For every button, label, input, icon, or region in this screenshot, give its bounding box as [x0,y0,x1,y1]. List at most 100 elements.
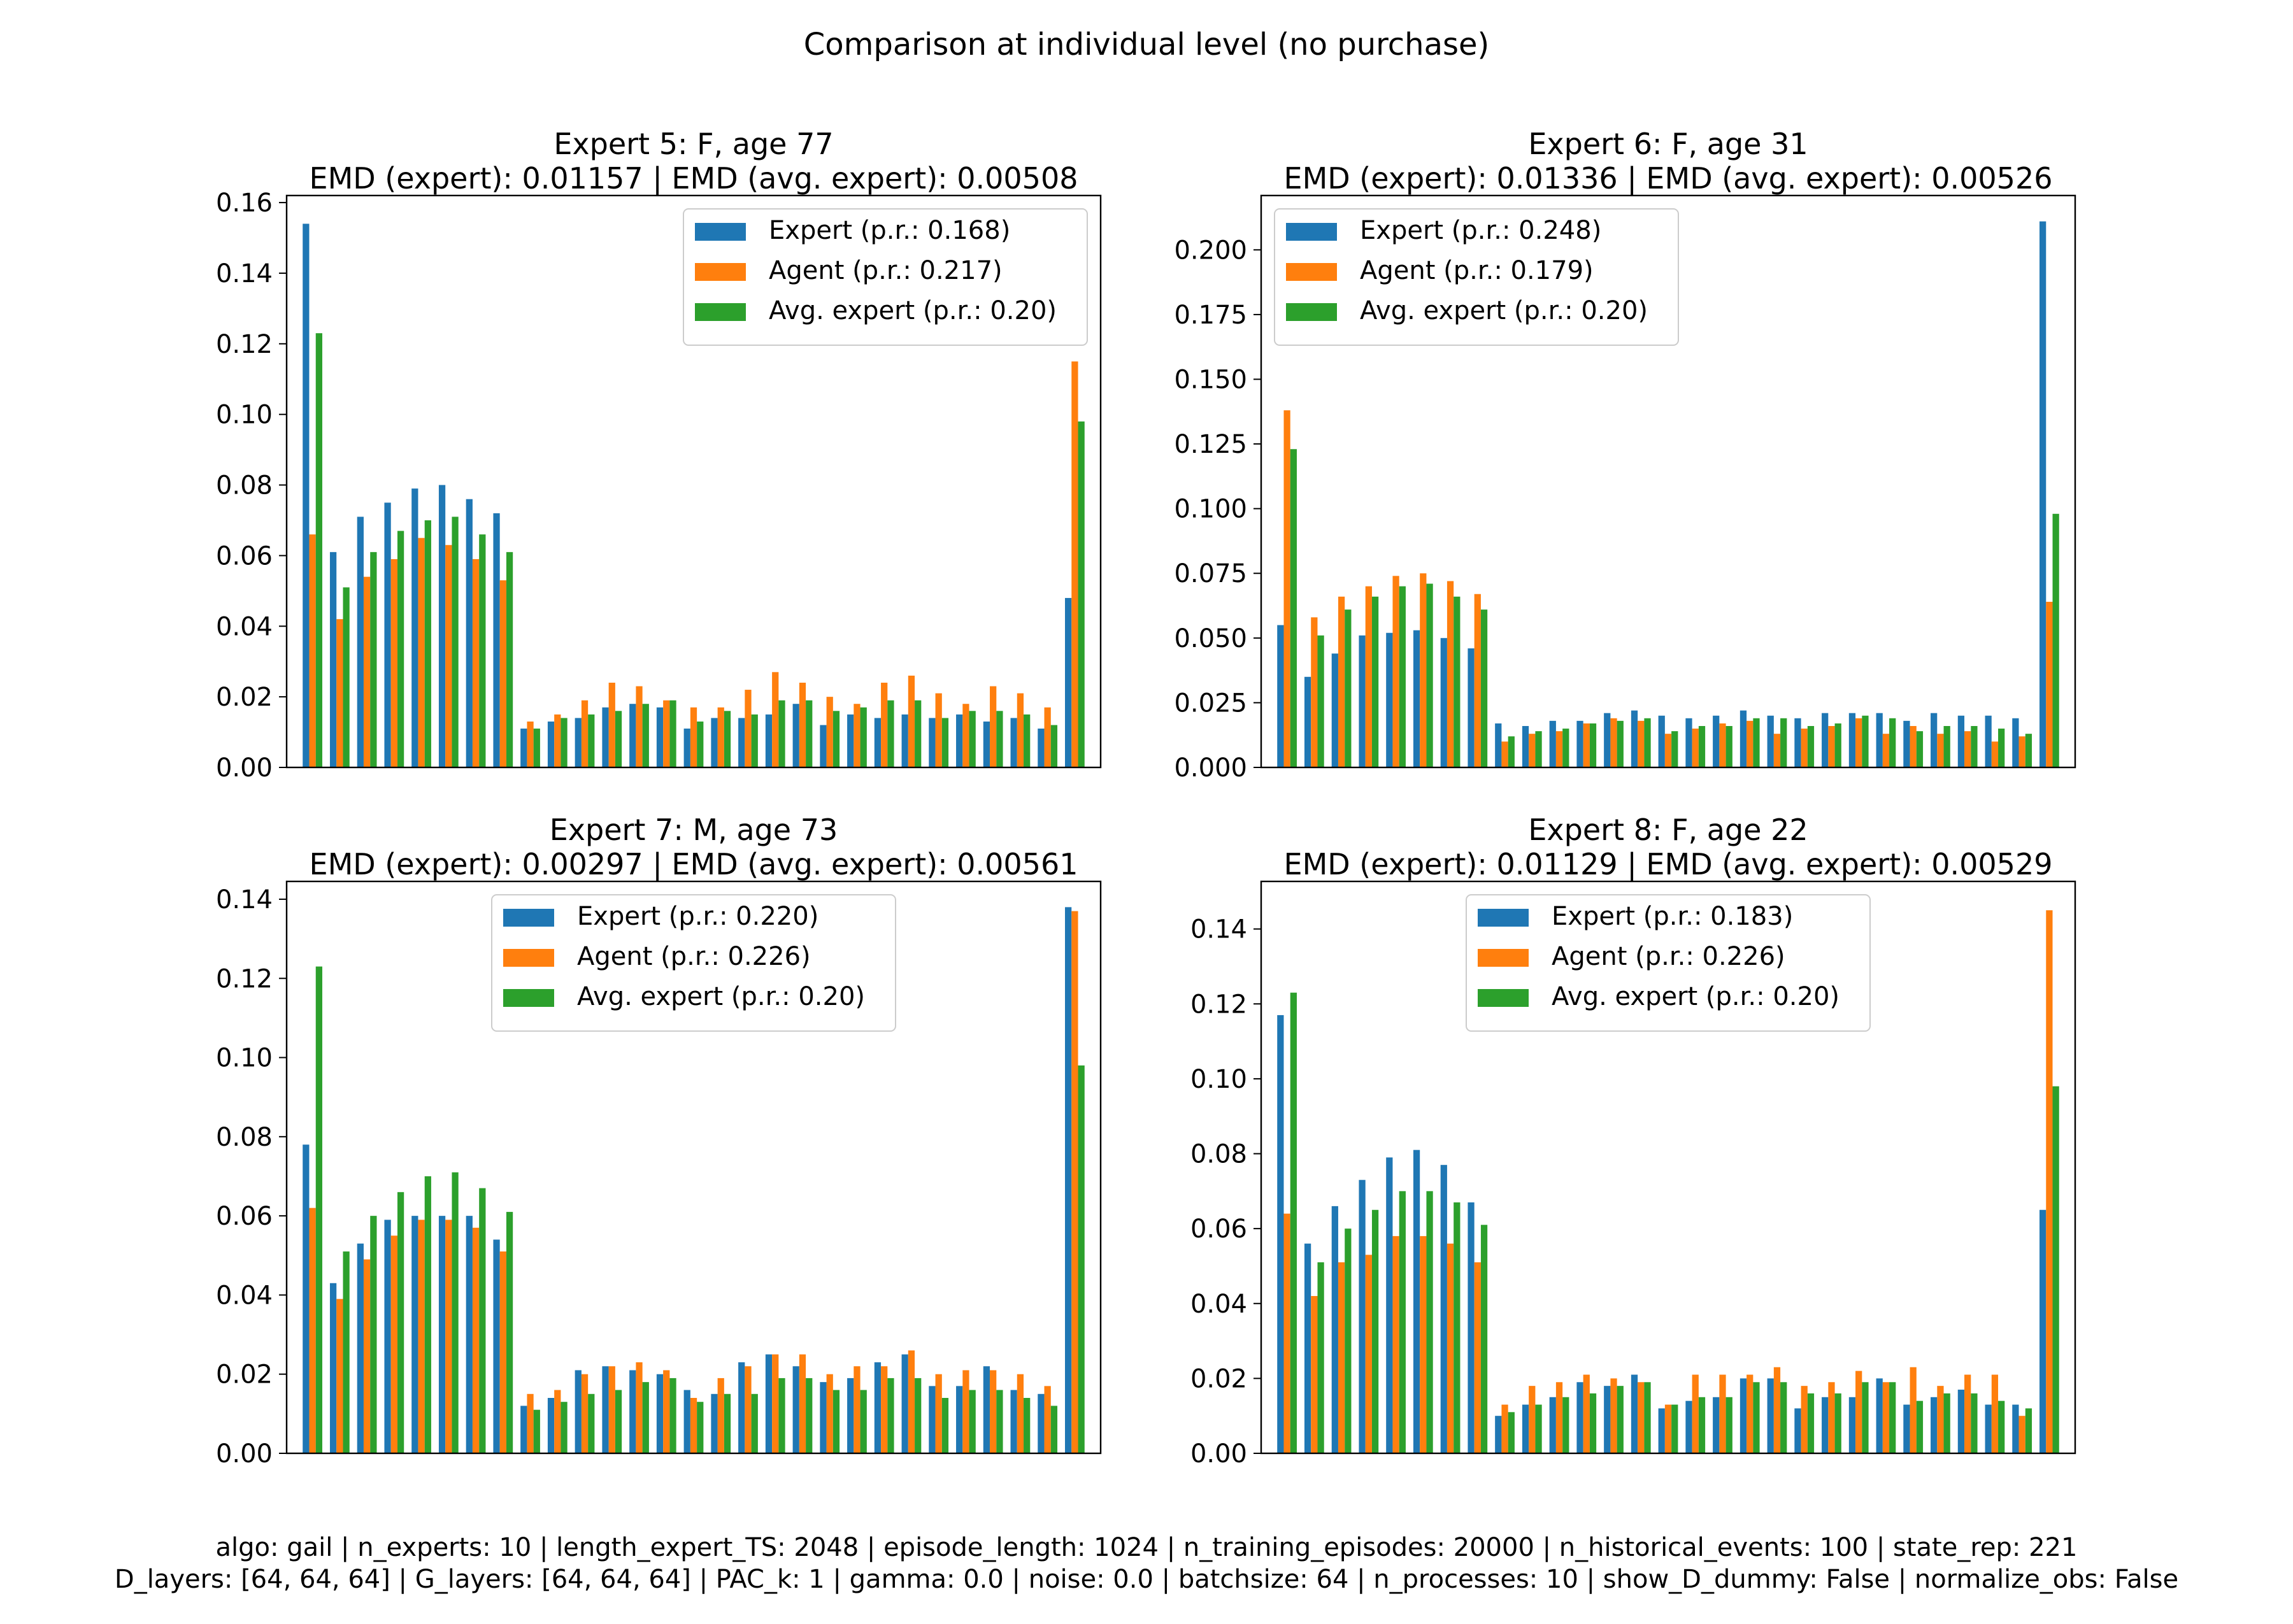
bar-agent [1855,718,1862,767]
bar-agent [826,697,833,767]
legend-swatch [695,263,746,281]
bar-expert [411,488,418,767]
bar-avg-expert [1589,1393,1597,1453]
bar-avg-expert [669,700,676,767]
axes-frame [1260,194,2076,769]
bar-expert [547,721,555,767]
bar-expert [1604,1386,1611,1453]
bar-expert [1277,1015,1284,1453]
bar-agent [1044,707,1051,767]
bar-agent [854,704,861,767]
bar-expert [874,718,882,767]
bar-agent [1420,573,1427,767]
y-tick-label: 0.00 [216,753,273,783]
bar-agent [772,672,779,767]
bar-expert [1713,715,1720,767]
panel-subtitle: EMD (expert): 0.00297 | EMD (avg. expert… [310,847,1078,882]
bar-avg-expert [915,700,922,767]
bar-avg-expert [1780,1382,1787,1453]
bar-avg-expert [452,516,459,767]
bar-avg-expert [1078,421,1085,767]
bar-agent [309,534,316,767]
y-tick-label: 0.200 [1174,236,1247,265]
bar-avg-expert [778,700,785,767]
bar-avg-expert [751,1393,758,1453]
bar-agent [1392,576,1399,767]
bar-avg-expert [1317,635,1324,767]
bar-expert [575,718,582,767]
bar-agent [1338,596,1345,767]
bar-agent [1501,1404,1508,1453]
bar-agent [962,1370,969,1453]
bar-avg-expert [642,704,649,767]
bar-expert [956,1386,963,1453]
bar-agent [1937,1386,1944,1453]
y-tick-label: 0.12 [1190,990,1247,1019]
bar-agent [826,1374,833,1453]
bar-expert [303,224,310,768]
legend-box [683,208,1088,346]
y-tick-label: 0.00 [1190,1439,1247,1469]
bar-agent [1882,734,1890,767]
bar-avg-expert [1078,1065,1085,1453]
bar-expert [1495,723,1502,767]
bar-agent [1692,1374,1699,1453]
bar-expert [1876,713,1883,767]
bar-expert [1903,1404,1910,1453]
bar-agent [1555,731,1563,767]
bar-avg-expert [424,520,431,767]
bar-expert [929,1386,936,1453]
bar-expert [1386,1157,1393,1453]
bar-expert [1822,1397,1829,1453]
bar-avg-expert [561,718,568,767]
bar-expert [847,1378,854,1453]
bar-avg-expert [941,1398,949,1453]
bar-agent [363,1259,371,1453]
bar-agent [935,693,942,767]
bar-avg-expert [452,1172,459,1453]
bar-agent [581,700,589,767]
bar-agent [1420,1236,1427,1453]
bar-agent [1529,1386,1536,1453]
bar-agent [908,1350,915,1453]
bar-avg-expert [832,1390,840,1453]
bar-expert [1658,715,1665,767]
bar-agent [472,559,480,767]
y-tick-label: 0.125 [1174,430,1247,459]
bar-agent [527,721,534,767]
bar-expert [575,1370,582,1453]
panel-subtitle: EMD (expert): 0.01129 | EMD (avg. expert… [1284,847,2053,882]
y-tick-label: 0.12 [216,964,273,994]
bar-agent [554,714,561,767]
bar-expert [1985,1404,1992,1453]
legend-swatch [1286,223,1337,241]
bar-expert [1277,625,1284,767]
bar-agent [1583,1374,1590,1453]
bar-avg-expert [1644,718,1651,767]
bar-agent [772,1354,779,1453]
bar-agent [1937,734,1944,767]
bar-agent [390,559,397,767]
bar-expert [1931,1397,1938,1453]
bar-agent [472,1227,480,1453]
bar-agent [1910,1367,1917,1453]
bar-expert [1304,1243,1311,1453]
bar-agent [1801,729,1808,767]
bar-avg-expert [424,1176,431,1453]
bar-agent [1583,723,1590,767]
bar-expert [329,1283,337,1453]
y-tick-label: 0.08 [216,471,273,501]
bar-expert [1767,1378,1774,1453]
bar-agent [336,1299,343,1453]
bar-avg-expert [1753,1382,1760,1453]
bar-avg-expert [588,1393,595,1453]
run-parameters-footer: algo: gail | n_experts: 10 | length_expe… [0,1532,2293,1595]
bar-avg-expert [1725,1397,1732,1453]
bar-avg-expert [832,711,840,767]
bar-expert [1359,635,1366,767]
bar-avg-expert [1725,725,1732,767]
bar-avg-expert [642,1382,649,1453]
bar-expert [1038,729,1045,767]
